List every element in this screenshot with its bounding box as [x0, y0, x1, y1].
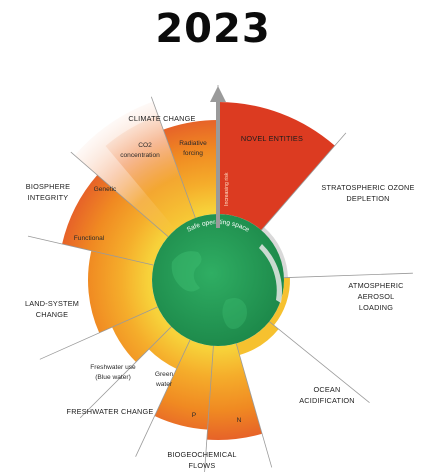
- novel-entities-label: NOVEL ENTITIES: [241, 134, 303, 143]
- continent-shape-2: [222, 298, 247, 329]
- green-water-label-line2: water: [155, 381, 173, 388]
- radiative-forcing-wedge: [163, 120, 218, 218]
- divider-line: [27, 235, 154, 266]
- freshwater-change-label: FRESHWATER CHANGE: [67, 407, 154, 416]
- divider-line: [79, 326, 172, 419]
- land-system-label-line2: CHANGE: [36, 310, 68, 319]
- ozone-label-line2: DEPLETION: [346, 194, 389, 203]
- blue-water-label-line2: (Blue water): [95, 374, 131, 381]
- nitrogen-label: N: [237, 417, 242, 424]
- aerosol-label-line2: AEROSOL: [358, 292, 395, 301]
- green-water-wedge: [148, 326, 191, 369]
- functional-integrity-wedge: [62, 175, 169, 266]
- co2-label-line1: CO2: [138, 142, 152, 149]
- divider-line: [260, 132, 347, 231]
- divider-line: [135, 339, 191, 457]
- phosphorus-wedge: [154, 339, 214, 430]
- ocean-label-line1: OCEAN: [314, 385, 341, 394]
- safe-operating-space: [152, 214, 284, 346]
- divider-line: [39, 306, 158, 360]
- ocean-label-line2: ACIDIFICATION: [299, 396, 355, 405]
- ocean-acidification-wedge: [236, 321, 279, 355]
- aerosol-label-line3: LOADING: [359, 303, 393, 312]
- divider-line: [150, 96, 196, 219]
- radiative-label-line2: forcing: [183, 150, 203, 157]
- functional-label: Functional: [74, 235, 105, 242]
- ozone-label-line1: STRATOSPHERIC OZONE: [321, 183, 414, 192]
- continent-shape: [171, 251, 202, 292]
- divider-line: [70, 151, 169, 238]
- biosphere-label-line2: INTEGRITY: [28, 193, 69, 202]
- biogeochemical-label-line1: BIOGEOCHEMICAL: [167, 450, 236, 459]
- nitrogen-wedge: [206, 343, 263, 440]
- increasing-risk-label: Increasing risk: [224, 172, 230, 206]
- globe-edge-grey: [259, 244, 283, 303]
- green-water-label-line1: Green: [155, 371, 174, 378]
- blue-water-label-line1: Freshwater use: [90, 364, 136, 371]
- year-title: 2023: [155, 6, 271, 52]
- divider-line: [269, 321, 370, 404]
- boundary-wedges: [62, 101, 335, 440]
- boundary-divider-lines: [27, 85, 413, 472]
- increasing-risk-arrow-icon: [210, 86, 226, 102]
- land-system-change-wedge: [87, 250, 158, 333]
- aerosol-loading-wedge: [269, 277, 291, 326]
- climate-change-label: CLIMATE CHANGE: [128, 114, 195, 123]
- land-system-label-line1: LAND-SYSTEM: [25, 299, 79, 308]
- divider-line: [283, 272, 413, 279]
- phosphorus-label: P: [192, 412, 197, 419]
- divider-line: [235, 343, 273, 468]
- radiative-label-line1: Radiative: [179, 140, 207, 147]
- biogeochemical-label-line2: FLOWS: [189, 461, 216, 470]
- novel-entities-wedge: [218, 102, 335, 231]
- biosphere-label-line1: BIOSPHERE: [26, 182, 70, 191]
- genetic-label: Genetic: [94, 186, 117, 193]
- aerosol-label-line1: ATMOSPHERIC: [348, 281, 403, 290]
- co2-label-line2: concentration: [120, 152, 160, 159]
- divider-line: [204, 345, 214, 472]
- ozone-depletion-wedge: [261, 227, 288, 278]
